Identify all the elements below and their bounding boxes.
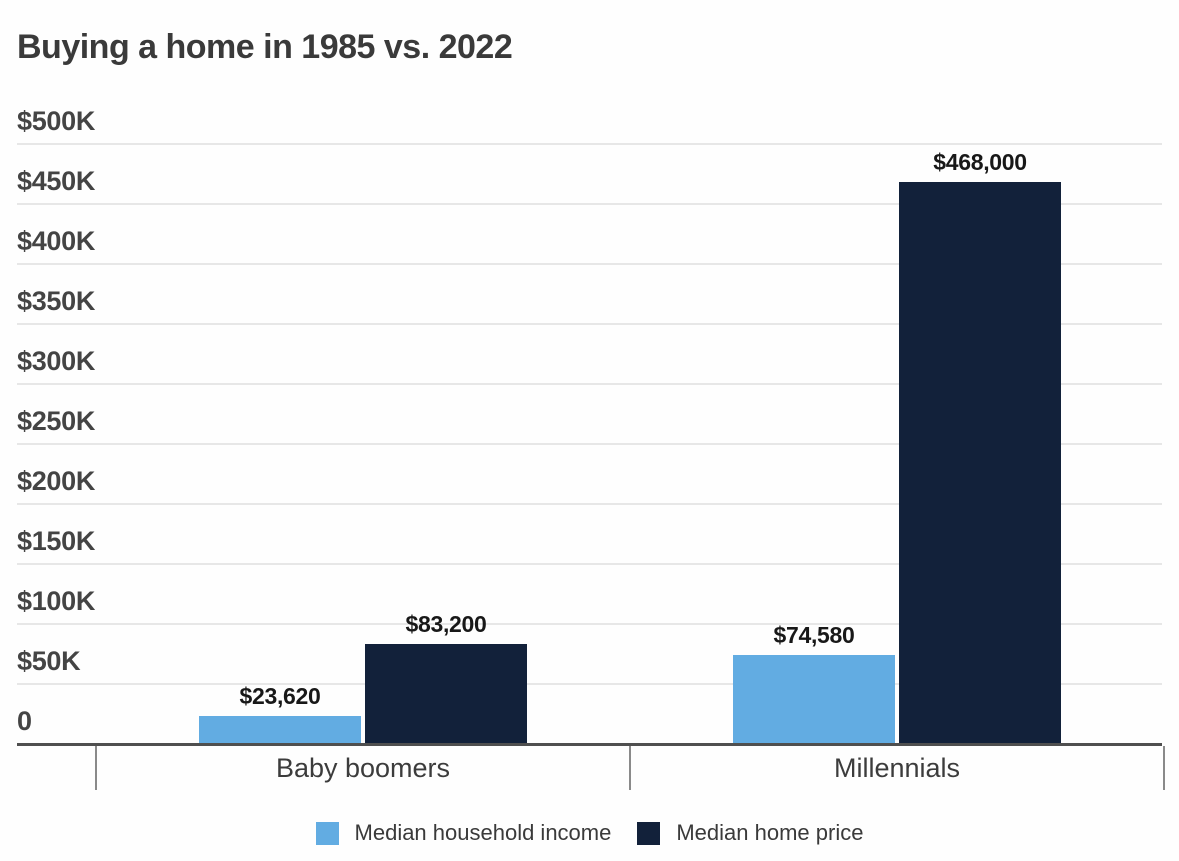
gridline	[17, 503, 1162, 505]
y-axis-tick-label: $500K	[17, 106, 96, 136]
gridline	[17, 623, 1162, 625]
bar-value-label: $468,000	[933, 149, 1027, 176]
x-axis-tick	[1163, 746, 1165, 790]
gridline	[17, 203, 1162, 205]
gridline	[17, 323, 1162, 325]
y-axis-tick-label: $200K	[17, 466, 96, 496]
y-axis-tick-label: $250K	[17, 406, 96, 436]
x-axis-category-label: Baby boomers	[275, 753, 451, 783]
y-axis-tick-label: 0	[17, 706, 32, 736]
gridline	[17, 443, 1162, 445]
legend: Median household income Median home pric…	[0, 820, 1179, 846]
legend-label-home-price: Median home price	[676, 820, 864, 845]
y-axis-tick-label: $400K	[17, 226, 96, 256]
legend-item-median-home-price: Median home price	[637, 820, 863, 846]
legend-item-median-household-income: Median household income	[315, 820, 612, 846]
y-axis-tick-label: $150K	[17, 526, 96, 556]
x-axis-category-label: Millennials	[833, 753, 961, 783]
x-axis-tick	[629, 746, 631, 790]
legend-swatch-home-price	[637, 821, 661, 845]
bar-home-price-millennials	[899, 182, 1061, 744]
bar-value-label: $74,580	[773, 621, 855, 648]
x-axis-tick	[95, 746, 97, 790]
gridline	[17, 263, 1162, 265]
legend-swatch-income	[315, 821, 339, 845]
bar-value-label: $83,200	[405, 611, 487, 638]
y-axis-tick-label: $350K	[17, 286, 96, 316]
gridline	[17, 143, 1162, 145]
y-axis-tick-label: $50K	[17, 646, 81, 676]
x-axis-line	[17, 743, 1162, 746]
legend-label-income: Median household income	[354, 820, 612, 845]
y-axis-tick-label: $100K	[17, 586, 96, 616]
gridline	[17, 383, 1162, 385]
y-axis-tick-label: $450K	[17, 166, 96, 196]
gridline	[17, 563, 1162, 565]
bar-value-label: $23,620	[239, 682, 321, 709]
gridline	[17, 683, 1162, 685]
bar-income-millennials	[733, 654, 895, 744]
y-axis-tick-label: $300K	[17, 346, 96, 376]
chart-title: Buying a home in 1985 vs. 2022	[17, 28, 513, 66]
bar-home-price-baby-boomers	[365, 644, 527, 744]
bar-income-baby-boomers	[199, 715, 361, 744]
